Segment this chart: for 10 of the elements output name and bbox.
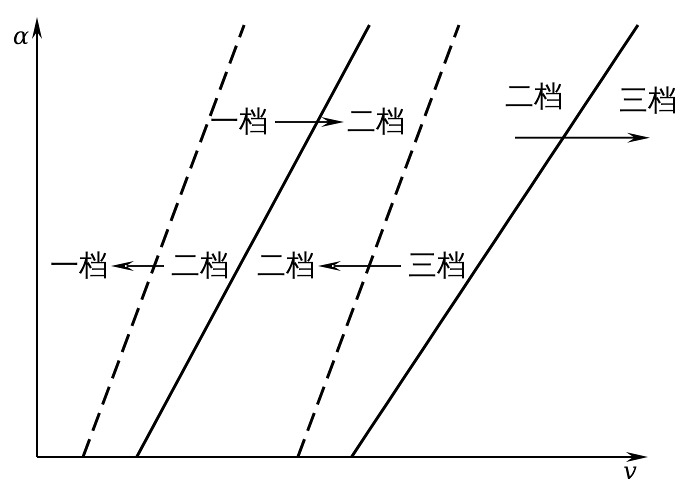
annotation: 三档 <box>619 83 677 117</box>
annotation: 二档 <box>257 248 315 282</box>
annotation: 二档 <box>347 104 405 138</box>
annotation: 三档 <box>408 248 466 282</box>
annotation: 二档 <box>505 79 563 113</box>
x-axis-title: v <box>623 457 638 485</box>
annotation: 一档 <box>210 104 268 138</box>
annotation: 一档 <box>50 248 108 282</box>
annotation: 二档 <box>171 248 229 282</box>
y-axis-title: α <box>12 22 30 50</box>
